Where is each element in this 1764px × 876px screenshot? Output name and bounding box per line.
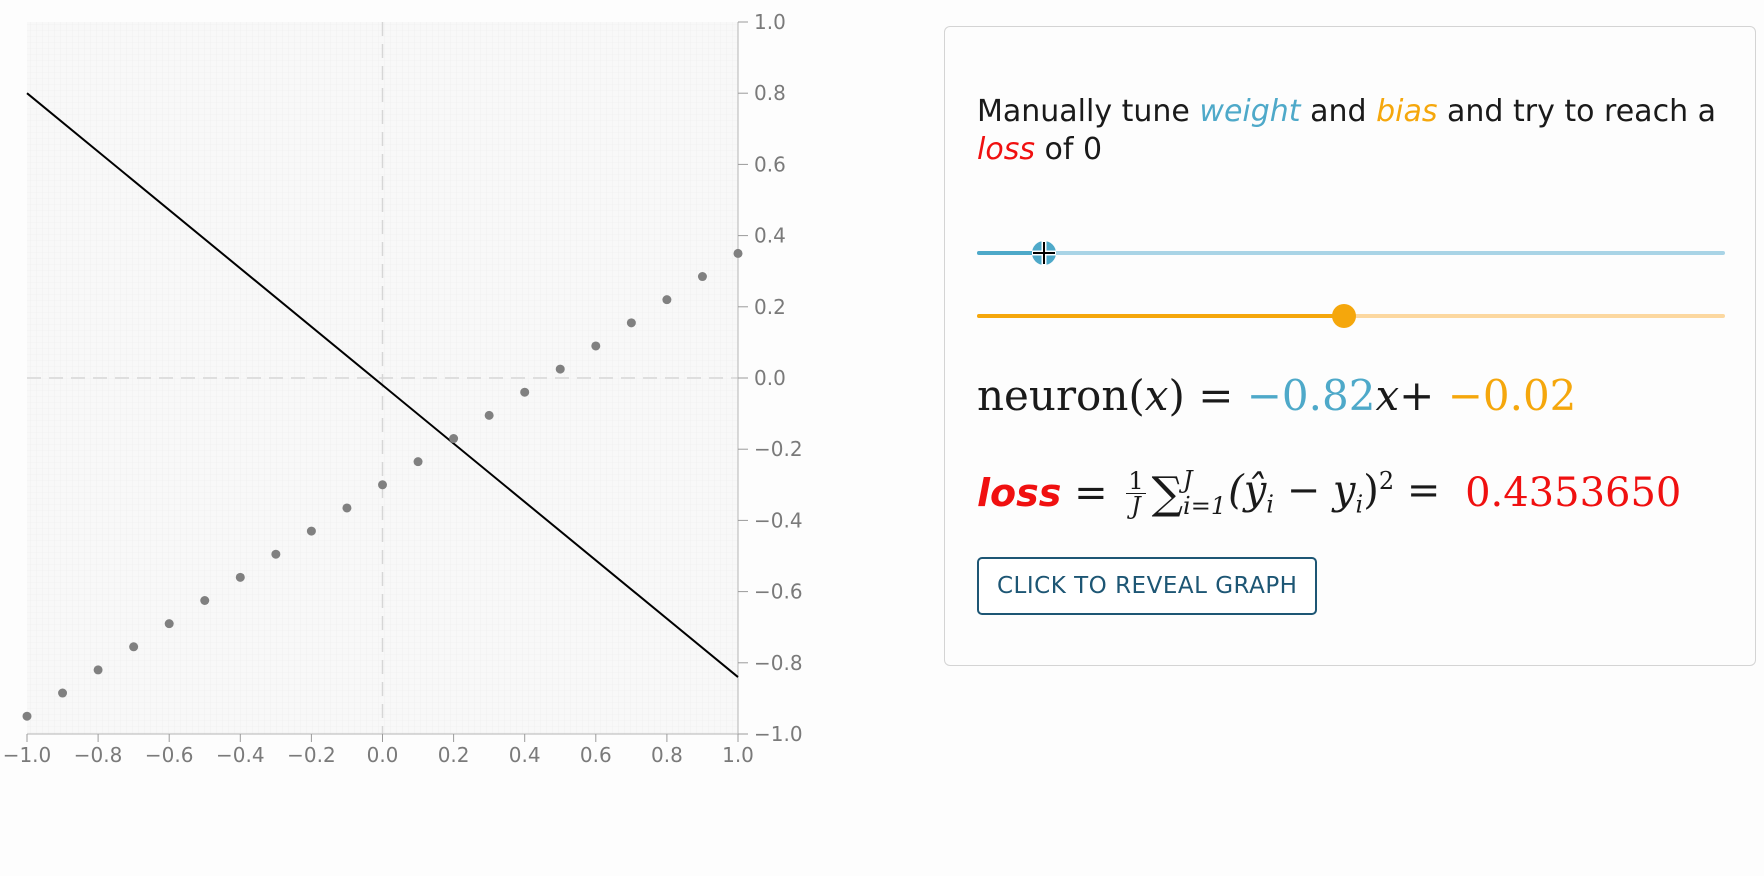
loss-power: 2 (1378, 467, 1395, 496)
bias-slider-thumb[interactable] (1331, 304, 1356, 328)
data-point (626, 318, 636, 328)
fraction-denominator: J (1131, 491, 1141, 520)
loss-body: (ŷi − yi)2 = (1228, 467, 1453, 518)
y-tick-label: 0.6 (754, 152, 786, 176)
data-point (164, 619, 174, 629)
data-point (697, 272, 707, 282)
data-point (520, 387, 530, 397)
scatter-plot: 1.0 0.8 0.6 0.4 0.2 0.0 −0.2 −0.4 −0.6 −0.8 −1.0 −1… (3, 10, 803, 767)
instructions-and: and (1300, 94, 1377, 129)
data-point (58, 688, 68, 698)
plot-canvas: 1.0 0.8 0.6 0.4 0.2 0.0 −0.2 −0.4 −0.6 −0.8 −1.0 −1… (3, 10, 803, 767)
loss-equals-2: = (1394, 467, 1454, 514)
loss-word: loss (977, 132, 1035, 167)
instructions-suffix: of 0 (1034, 132, 1103, 167)
instructions-text: Manually tune weight and bias and try to… (977, 93, 1737, 169)
data-point (200, 596, 210, 605)
bias-slider[interactable] (977, 301, 1725, 331)
x-tick-label: −0.8 (74, 743, 123, 767)
data-point (662, 295, 672, 305)
neuron-line (26, 92, 739, 678)
loss-label: loss (977, 471, 1062, 515)
sum-limits: J i=1 (1183, 467, 1226, 519)
control-panel: Manually tune weight and bias and try to… (944, 26, 1756, 666)
data-point (733, 248, 743, 258)
x-tick-label: 0.6 (580, 743, 612, 767)
loss-fraction: 1 J (1126, 466, 1146, 520)
weight-slider[interactable] (977, 238, 1725, 268)
bias-slider-fill (977, 314, 1344, 318)
loss-sub-i1: i (1266, 490, 1274, 519)
loss-equals: = (1061, 470, 1121, 516)
y-tick-label: 0.0 (754, 366, 786, 390)
neuron-lhs: neuron( (977, 371, 1145, 420)
x-tick-label: −0.2 (287, 743, 336, 767)
data-point (93, 665, 103, 675)
data-point (306, 526, 316, 536)
neuron-rhs-open: ) = (1168, 371, 1247, 420)
data-point (591, 341, 601, 351)
bias-word: bias (1376, 94, 1438, 129)
summation: ∑ J i=1 (1152, 467, 1226, 519)
x-tick-label: −0.4 (216, 743, 265, 767)
y-tick-label: 0.4 (754, 224, 786, 248)
sum-upper-limit: J (1183, 466, 1193, 494)
sum-lower-limit: i=1 (1183, 492, 1227, 520)
weight-slider-fill (977, 251, 1045, 255)
weight-word: weight (1199, 94, 1301, 129)
data-point (271, 549, 281, 559)
data-point (342, 503, 352, 513)
data-point (413, 457, 423, 467)
neuron-var: x (1144, 371, 1169, 420)
fraction-numerator: 1 (1126, 466, 1146, 495)
y-tick-label: −1.0 (754, 722, 803, 746)
neuron-weight-value: −0.82 (1246, 371, 1376, 420)
x-tick-label: −0.6 (145, 743, 194, 767)
data-point (22, 711, 32, 721)
instructions-middle: and try to reach a (1437, 94, 1716, 129)
neuron-bias-value: −0.02 (1447, 371, 1577, 420)
data-point (449, 434, 459, 444)
x-tick-label: 1.0 (722, 743, 754, 767)
data-point (378, 480, 387, 490)
x-tick-label: 0.8 (651, 743, 683, 767)
y-tick-label: 0.8 (754, 81, 786, 105)
loss-equation: loss = 1 J ∑ J i=1 (ŷi − yi)2 = 0.435365… (977, 467, 1681, 519)
loss-yhat: (ŷ (1228, 467, 1267, 514)
x-tick-label: 0.4 (509, 743, 541, 767)
y-tick-label: 0.2 (754, 295, 786, 319)
y-tick-label: −0.4 (754, 508, 803, 532)
loss-sub-i2: i (1355, 490, 1364, 519)
y-tick-label: 1.0 (754, 10, 786, 34)
x-tick-label: 0.0 (367, 743, 399, 767)
reveal-graph-button[interactable]: CLICK TO REVEAL GRAPH (977, 557, 1318, 615)
sum-symbol: ∑ (1151, 467, 1184, 519)
loss-minus-y: − y (1273, 467, 1356, 514)
y-tick-label: −0.8 (754, 651, 803, 675)
loss-value: 0.4353650 (1465, 470, 1682, 516)
neuron-equation: neuron(x) = −0.82x+ −0.02 (977, 371, 1576, 420)
x-tick-label: 0.2 (438, 743, 470, 767)
data-point (484, 410, 494, 420)
weight-slider-thumb[interactable] (1032, 241, 1057, 265)
data-point (555, 364, 565, 374)
y-tick-label: −0.2 (754, 437, 803, 461)
instructions-prefix: Manually tune (977, 94, 1200, 129)
data-point (129, 642, 139, 652)
loss-close-paren: ) (1363, 467, 1379, 514)
y-tick-label: −0.6 (754, 580, 803, 604)
weight-slider-track[interactable] (977, 251, 1725, 255)
x-tick-label: −1.0 (3, 743, 52, 767)
neuron-x-plus: x+ (1375, 371, 1448, 420)
data-point (235, 572, 245, 582)
